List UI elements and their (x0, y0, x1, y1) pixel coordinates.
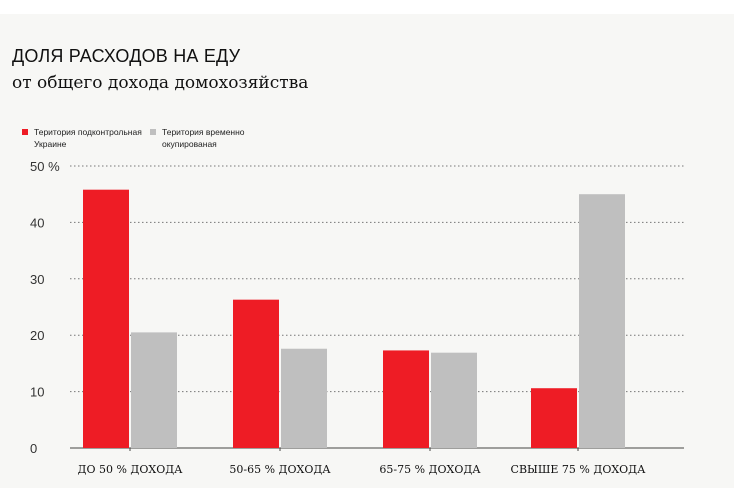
x-category-label: ДО 50 % ДОХОДА (78, 463, 184, 476)
bar (281, 348, 327, 448)
y-tick-label: 30 (30, 272, 44, 287)
x-category-label: 50-65 % ДОХОДА (229, 463, 331, 476)
y-tick-label: 40 (30, 215, 44, 230)
legend-label-occupied: Територия временно окупированая (162, 127, 245, 149)
bar (83, 189, 129, 449)
bar (233, 299, 279, 448)
x-category-label: СВЫШЕ 75 % ДОХОДА (511, 463, 647, 476)
y-tick-label: 50 % (30, 159, 60, 174)
legend-swatch-occupied (150, 129, 156, 135)
x-category-label: 65-75 % ДОХОДА (379, 463, 481, 476)
bar (579, 194, 625, 448)
legend-label-ukraine: Територия подконтрольная Украине (34, 127, 142, 149)
bar (531, 388, 577, 448)
legend-swatch-ukraine (22, 129, 28, 135)
y-tick-label: 20 (30, 328, 44, 343)
bar (431, 352, 477, 448)
bar (383, 350, 429, 448)
y-tick-label: 10 (30, 385, 44, 400)
y-tick-label: 0 (30, 441, 37, 456)
chart-subtitle: от общего дохода домохозяйства (12, 73, 309, 93)
chart-title: ДОЛЯ РАСХОДОВ НА ЕДУ (12, 46, 241, 66)
bar (131, 332, 177, 448)
